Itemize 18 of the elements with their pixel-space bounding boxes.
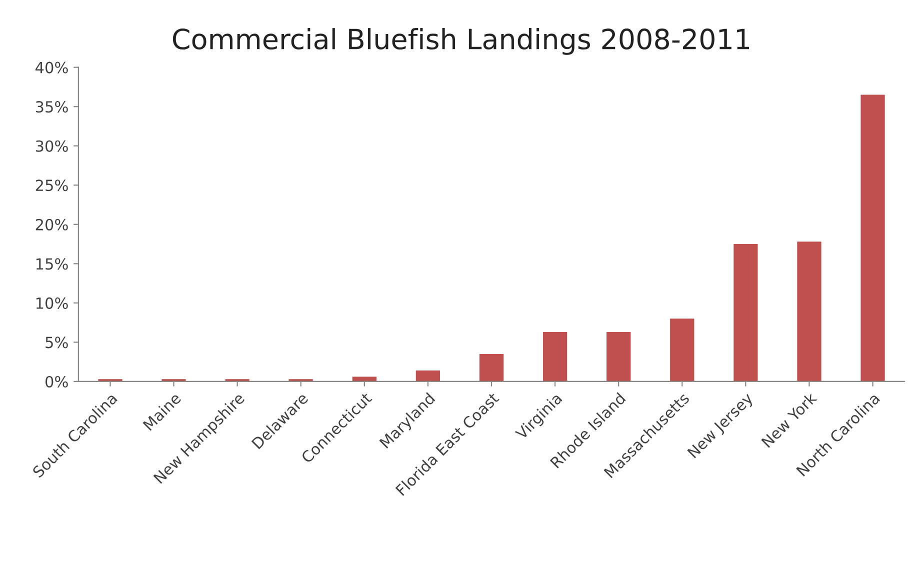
y-tick-label: 35% [36,101,68,113]
bar [860,94,885,382]
y-tick-label: 20% [36,218,68,230]
y-tick-label: 5% [46,336,68,348]
bar [416,370,440,382]
bar [734,244,758,382]
y-tick-label: 25% [36,180,68,192]
bar [670,318,694,382]
y-tick-label: 30% [36,140,68,152]
bar [479,354,504,382]
y-tick-label: 15% [36,258,68,270]
y-tick-label: 10% [36,297,68,309]
y-tick-label: 40% [36,62,68,74]
chart-title: Commercial Bluefish Landings 2008-2011 [172,28,750,55]
bar [797,242,822,382]
bar [542,332,568,382]
y-tick-label: 0% [46,376,68,388]
bar [606,332,631,382]
